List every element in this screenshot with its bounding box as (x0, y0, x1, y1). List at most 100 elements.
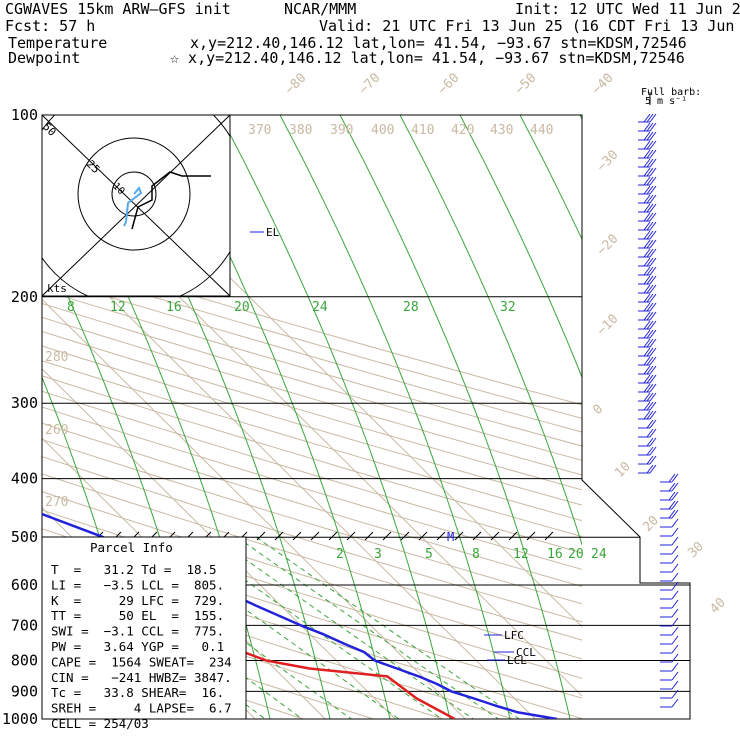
parcel-info-row: T = 31.2 Td = 18.5 (51, 562, 217, 577)
wind-barb-flag (671, 572, 679, 582)
hash-mark (274, 531, 284, 541)
wind-barb-flag (643, 221, 651, 231)
wind-barb-flag (643, 347, 651, 357)
parcel-info-box (41, 536, 247, 720)
wind-barb (660, 473, 679, 483)
theta-label: 410 (411, 123, 434, 138)
temperature-tick-label: −10 (594, 312, 621, 339)
hash-mark (418, 531, 428, 541)
dry-adiabat-line (42, 345, 582, 506)
wind-barb-flag (671, 599, 679, 609)
mixed-layer-marker: M (447, 530, 454, 544)
wind-barb-flag (649, 329, 657, 339)
wind-barb-flag (649, 257, 657, 267)
wind-barb (638, 356, 657, 366)
wind-barb (638, 149, 657, 159)
wind-barb-flag (671, 680, 679, 690)
parcel-info-panel: Parcel Info T = 31.2 Td = 18.5LI = −3.5 … (41, 536, 247, 731)
el-marker-label: EL (266, 226, 280, 239)
ccl-marker-label: CCL (516, 646, 536, 659)
temp-location: x,y=212.40,146.12 lat,lon= 41.54, −93.67… (190, 34, 687, 52)
wind-barbs (638, 92, 679, 708)
hash-mark (526, 531, 536, 541)
wind-barb-flag (643, 320, 651, 330)
parcel-info-row: K = 29 LFC = 729. (51, 593, 224, 608)
wind-barb (638, 329, 657, 339)
wind-barb-flag (646, 383, 654, 393)
wind-barb (638, 383, 657, 393)
wind-barb (638, 419, 657, 429)
wind-barb-flag (649, 149, 657, 159)
pressure-label: 100 (11, 106, 38, 124)
wind-barb (638, 158, 657, 168)
wind-barb-flag (671, 536, 679, 546)
wind-barb-flag (649, 446, 657, 456)
wind-barb (638, 284, 657, 294)
mixing-ratio-label: 12 (513, 547, 529, 562)
hash-mark (256, 531, 266, 541)
wind-barb-flag (671, 617, 679, 627)
wind-barb-flag (643, 185, 651, 195)
moist-adiabat-line (279, 115, 511, 719)
temperature-tick-label: 0 (590, 402, 606, 418)
wind-barb-flag (668, 482, 676, 492)
wind-barb-flag (671, 671, 679, 681)
mixing-ratio-line (101, 536, 352, 719)
wind-barb-flag (646, 329, 654, 339)
mixing-ratio-line (184, 536, 443, 719)
mixing-ratio-label: 12 (110, 300, 126, 315)
dewpoint-profile (42, 572, 456, 719)
wind-barb (660, 608, 679, 618)
moist-adiabat-line (459, 115, 582, 379)
theta-label: 400 (371, 123, 394, 138)
wind-barb-flag (643, 131, 651, 141)
wind-barb (660, 626, 679, 636)
wind-barb-flag (649, 365, 657, 375)
wind-barb (638, 113, 657, 123)
wind-barb-flag (643, 158, 651, 168)
wind-barb-flag (643, 203, 651, 213)
wind-barb-flag (671, 482, 679, 492)
pressure-label: 200 (11, 288, 38, 306)
mixing-ratio-label: 32 (500, 300, 516, 315)
wind-barb-flag (646, 167, 654, 177)
hash-mark (400, 531, 410, 541)
theta-label: 270 (45, 495, 68, 510)
wind-barb (638, 122, 657, 132)
wind-barb (638, 221, 657, 231)
parcel-info-row: CELL = 254/03 (51, 716, 149, 731)
wind-barb-flag (643, 338, 651, 348)
wind-barb-flag (646, 176, 654, 186)
wind-barb-flag (649, 131, 657, 141)
wind-barb-flag (643, 293, 651, 303)
parcel-info-title: Parcel Info (90, 540, 173, 555)
wind-barb-flag (649, 176, 657, 186)
org-label: NCAR/MMM (284, 0, 356, 18)
wind-barb-flag (649, 374, 657, 384)
wind-barb (638, 347, 657, 357)
wind-barb (638, 365, 657, 375)
dry-adiabat-line (42, 422, 582, 587)
parcel-info-row: Tc = 33.8 SHEAR= 16. (51, 685, 224, 700)
moist-adiabat-line (519, 115, 582, 241)
wind-barb-flag (671, 644, 679, 654)
wind-barb-flag (671, 626, 679, 636)
wind-barb-flag (671, 509, 679, 519)
wind-barb-flag (649, 302, 657, 312)
wind-barb-flag (643, 284, 651, 294)
wind-barb-flag (646, 401, 654, 411)
mixing-ratio-line (213, 536, 474, 719)
mixing-ratio-label: 28 (403, 300, 419, 315)
wind-barb (660, 599, 679, 609)
wind-barb-flag (646, 230, 654, 240)
wind-barb-flag (671, 473, 679, 483)
wind-barb (660, 689, 679, 699)
wind-barb-flag (646, 320, 654, 330)
wind-barb-flag (671, 662, 679, 672)
parcel-info-row: CAPE = 1564 SWEAT= 234 (51, 654, 232, 669)
mixing-ratio-label: 16 (166, 300, 182, 315)
dry-adiabat-line (42, 473, 582, 641)
wind-barb (638, 140, 657, 150)
mixing-ratio-label: 16 (547, 547, 563, 562)
theta-label: 430 (490, 123, 513, 138)
